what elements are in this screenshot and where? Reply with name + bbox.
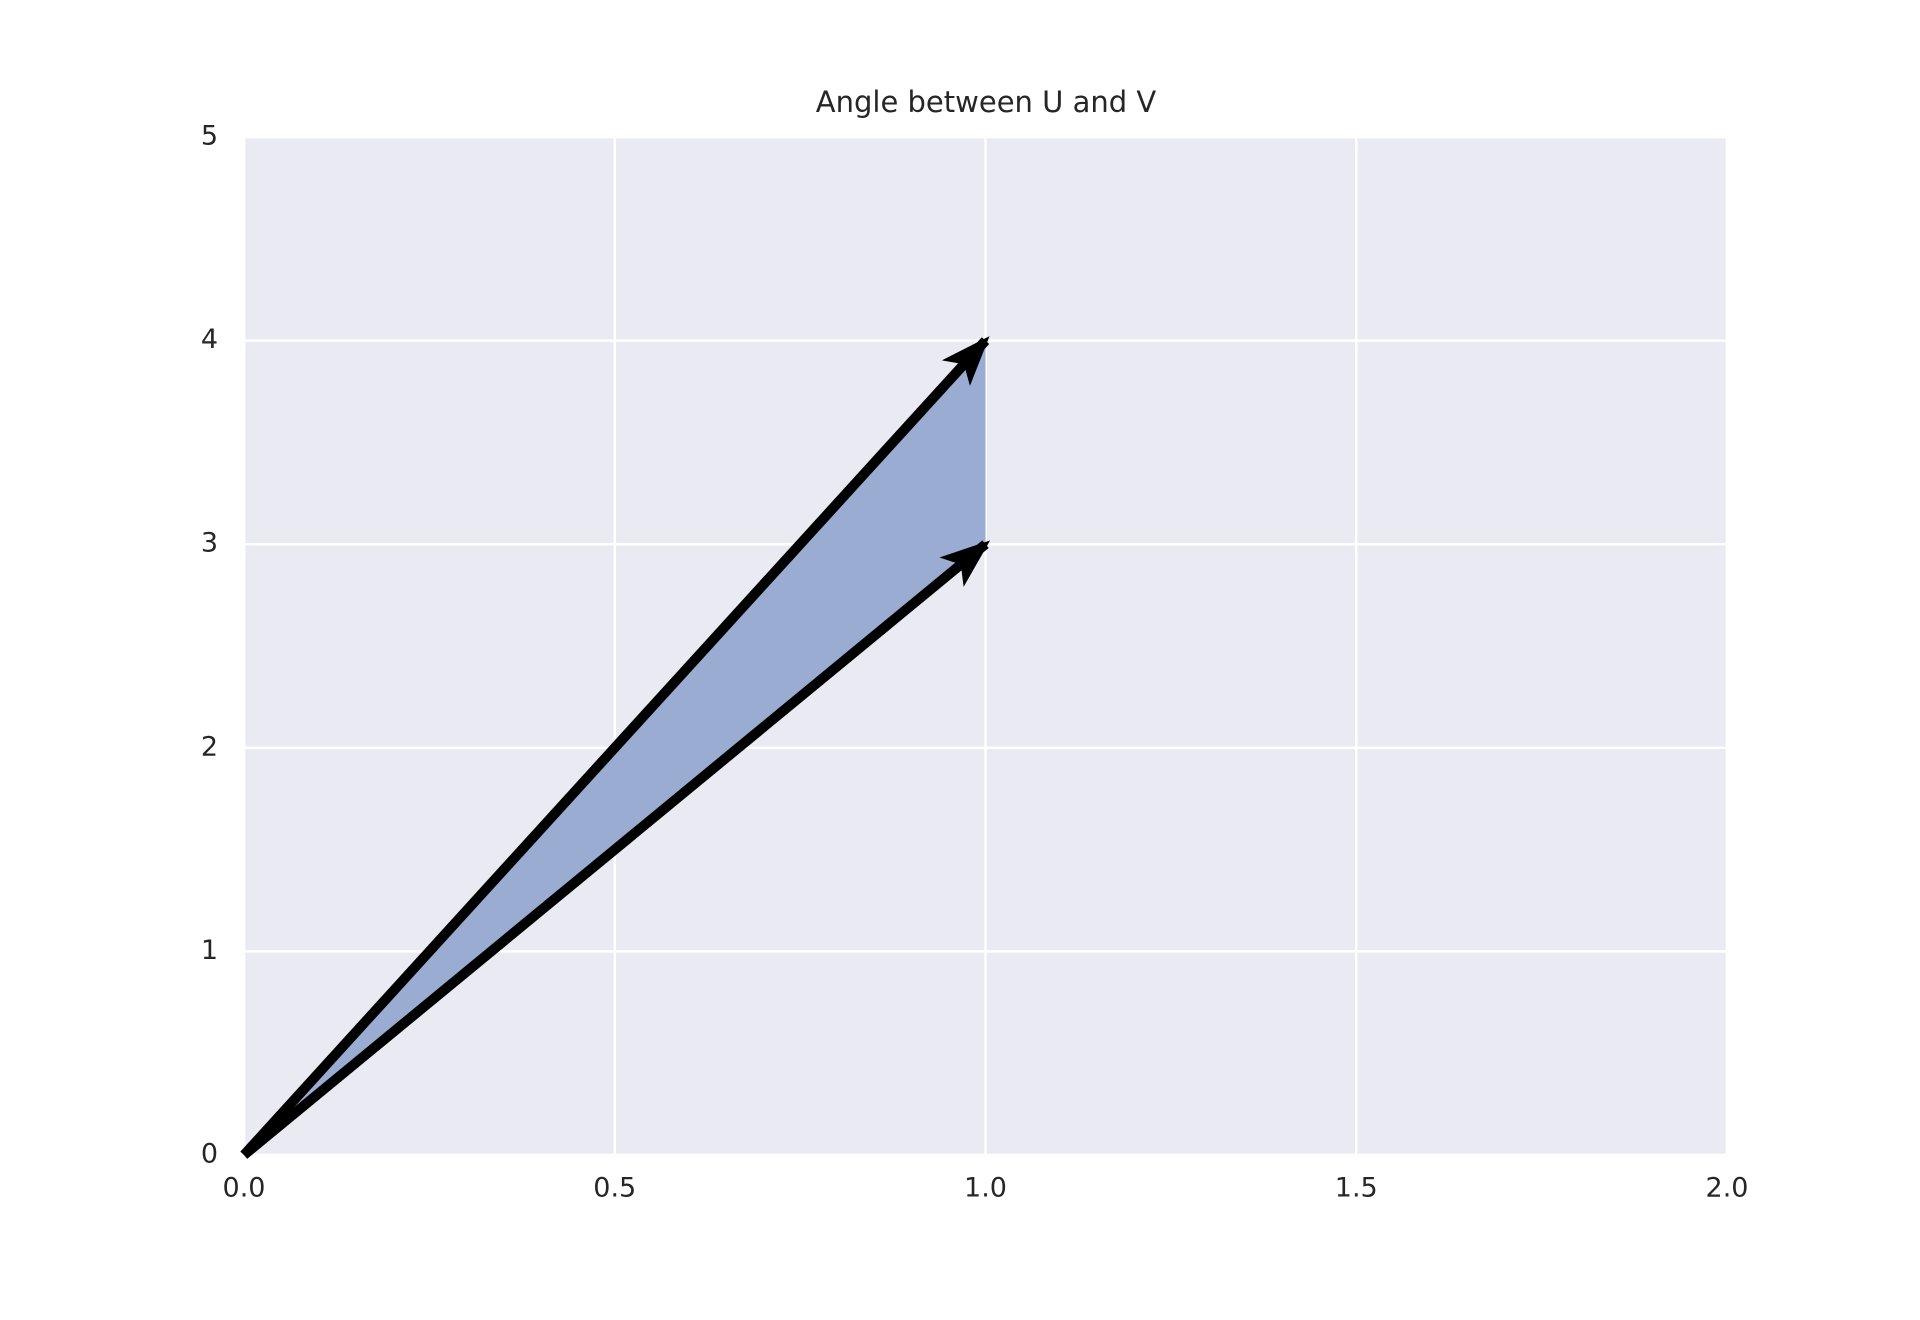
y-tick-label: 0 [201, 1139, 218, 1170]
vector-arrow [240, 336, 990, 1159]
y-tick-label: 4 [201, 324, 218, 355]
vector-arrow [240, 540, 991, 1159]
y-tick-label: 2 [201, 731, 218, 762]
y-tick-label: 1 [201, 935, 218, 966]
x-tick-label: 0.5 [593, 1173, 636, 1204]
y-tick-label: 5 [201, 121, 218, 152]
x-tick-label: 1.5 [1335, 1173, 1378, 1204]
y-tick-label: 3 [201, 528, 218, 559]
chart-title: Angle between U and V [816, 85, 1157, 119]
x-tick-label: 1.0 [964, 1173, 1007, 1204]
x-tick-label: 0.0 [223, 1173, 266, 1204]
x-tick-label: 2.0 [1706, 1173, 1749, 1204]
